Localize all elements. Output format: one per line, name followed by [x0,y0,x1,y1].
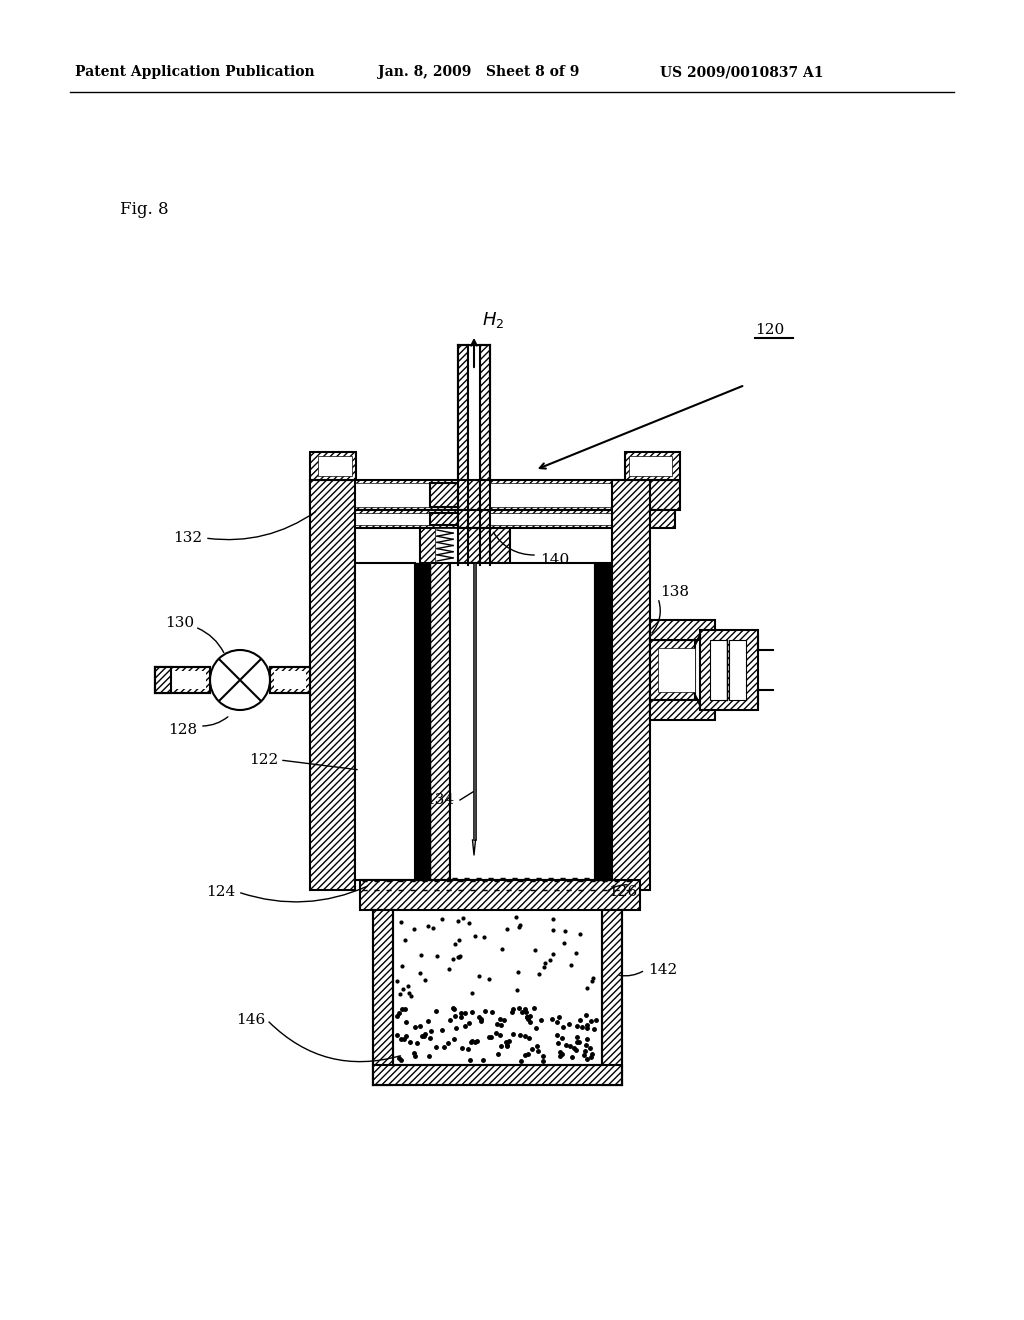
Bar [373,1065,622,1085]
Text: Jan. 8, 2009   Sheet 8 of 9: Jan. 8, 2009 Sheet 8 of 9 [378,65,580,79]
Bar [480,345,490,565]
Text: $H_2$: $H_2$ [482,310,504,330]
Text: 138: 138 [660,585,689,599]
Bar [612,480,650,890]
Bar [458,345,468,565]
Bar [468,345,480,565]
Bar [155,667,171,693]
Bar [373,909,393,1085]
Bar [310,480,680,510]
Bar [355,564,415,880]
Text: 122: 122 [249,752,278,767]
Bar [472,564,475,840]
Bar [625,451,680,480]
Bar [650,620,715,640]
Bar [318,510,675,528]
Text: 120: 120 [755,323,784,337]
Bar [430,513,458,525]
Bar [393,909,602,1065]
Bar [270,667,310,693]
Bar [490,513,620,525]
Text: 124: 124 [206,884,234,899]
Text: 130: 130 [165,616,195,630]
Bar [420,528,510,564]
Bar [430,564,450,880]
Bar [325,483,430,507]
Bar [415,564,430,880]
Bar [435,528,458,564]
Bar [650,640,695,700]
Bar [360,880,640,909]
Bar [155,667,210,693]
Bar [430,483,458,507]
Text: US 2009/0010837 A1: US 2009/0010837 A1 [660,65,823,79]
Bar [629,455,672,477]
Text: 132: 132 [173,531,202,545]
Bar [700,630,758,710]
Bar [318,455,352,477]
Bar [729,640,746,700]
Bar [658,648,695,692]
Bar [595,564,610,880]
Bar [310,480,355,890]
Bar [325,513,430,525]
Bar [274,671,306,689]
Bar [163,671,206,689]
Text: 128: 128 [168,723,197,737]
Bar [710,640,727,700]
Bar [325,483,430,507]
Text: 126: 126 [608,884,637,899]
Bar [450,564,595,880]
Text: 146: 146 [236,1012,265,1027]
Text: 140: 140 [540,553,569,568]
Bar [650,700,715,719]
Bar [595,564,615,880]
Text: Fig. 8: Fig. 8 [120,202,169,219]
Bar [310,451,356,480]
Text: Patent Application Publication: Patent Application Publication [75,65,314,79]
Text: 134: 134 [425,793,455,807]
Bar [490,483,620,507]
Text: 142: 142 [648,964,677,977]
Bar [602,909,622,1085]
